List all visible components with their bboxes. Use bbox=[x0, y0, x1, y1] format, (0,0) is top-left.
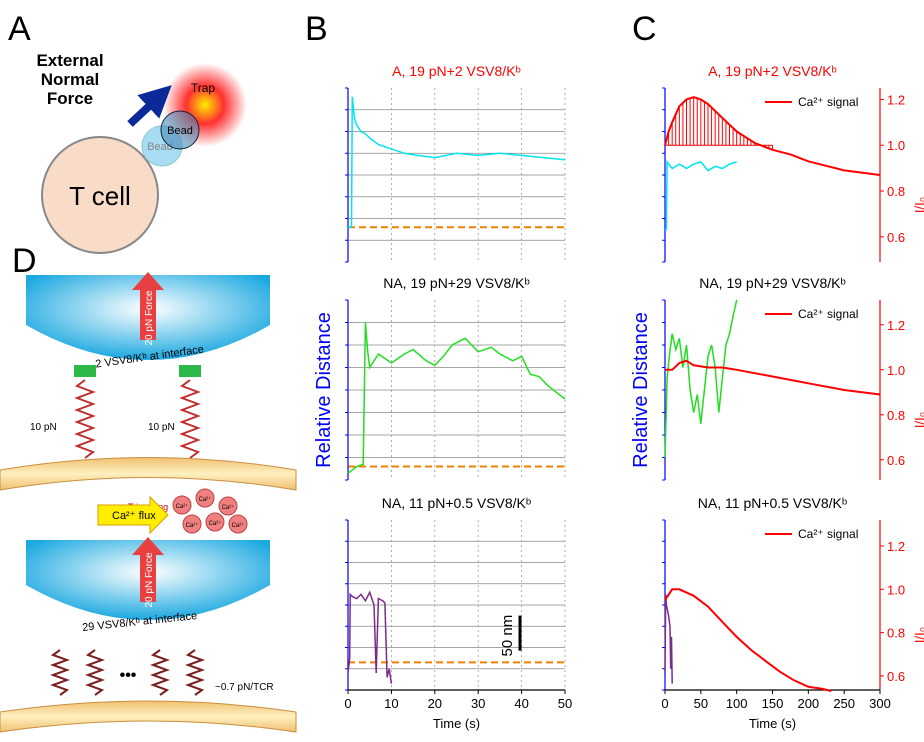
chart-title: NA, 19 pN+29 VSV8/Kᵇ bbox=[383, 275, 530, 291]
legend-label: Ca²⁺ signal bbox=[798, 527, 858, 541]
chart-title: NA, 11 pN+0.5 VSV8/Kᵇ bbox=[382, 495, 531, 511]
ion bbox=[182, 514, 202, 534]
chart-title: A, 19 pN+2 VSV8/Kᵇ bbox=[392, 63, 521, 79]
legend-label: Ca²⁺ signal bbox=[798, 95, 858, 109]
ion bbox=[228, 514, 248, 534]
spring bbox=[74, 379, 96, 459]
x-tick-label: 0 bbox=[344, 696, 351, 711]
label: Ca²⁺ flux bbox=[112, 510, 156, 522]
chart-title: NA, 19 pN+29 VSV8/Kᵇ bbox=[699, 275, 846, 291]
x-tick-label: 50 bbox=[694, 696, 708, 711]
y2-tick-label: 1.0 bbox=[887, 582, 905, 597]
y2-tick-label: 1.0 bbox=[887, 138, 905, 153]
label: 20 pN Force bbox=[144, 290, 155, 345]
legend-label: Ca²⁺ signal bbox=[798, 307, 858, 321]
panel-label: D bbox=[12, 242, 37, 280]
label: External bbox=[36, 51, 103, 70]
x-tick-label: 300 bbox=[869, 696, 891, 711]
bead bbox=[160, 110, 200, 150]
membrane bbox=[0, 700, 297, 733]
x-tick-label: 200 bbox=[797, 696, 819, 711]
x-tick-label: 20 bbox=[428, 696, 442, 711]
arrow bbox=[97, 495, 169, 535]
series-line bbox=[664, 594, 673, 684]
y2-axis-label: I/I₀ bbox=[912, 197, 924, 213]
series-line bbox=[664, 299, 738, 458]
label: Normal bbox=[41, 70, 100, 89]
y-axis-label: Relative Distance bbox=[630, 312, 652, 468]
arrow bbox=[132, 537, 164, 602]
x-tick-label: 40 bbox=[514, 696, 528, 711]
y2-tick-label: 0.6 bbox=[887, 230, 905, 245]
y2-tick-label: 1.2 bbox=[887, 539, 905, 554]
y2-tick-label: 0.8 bbox=[887, 408, 905, 423]
y-axis-label: Relative Distance bbox=[313, 312, 335, 468]
chart-title: A, 19 pN+2 VSV8/Kᵇ bbox=[708, 63, 837, 79]
arrow bbox=[132, 272, 164, 340]
label: 20 pN Force bbox=[144, 552, 155, 607]
label: ••• bbox=[120, 667, 137, 684]
x-tick-label: 50 bbox=[558, 696, 572, 711]
molecule bbox=[74, 365, 96, 377]
x-tick-label: 100 bbox=[726, 696, 748, 711]
x-tick-label: 30 bbox=[471, 696, 485, 711]
x-tick-label: 150 bbox=[762, 696, 784, 711]
y2-axis-label: I/I₀ bbox=[912, 412, 924, 428]
ion bbox=[195, 488, 215, 508]
ion bbox=[218, 496, 238, 516]
membrane bbox=[0, 457, 297, 491]
y2-tick-label: 0.8 bbox=[887, 184, 905, 199]
panel-label: C bbox=[632, 10, 657, 48]
molecule bbox=[179, 365, 201, 377]
panel-label: A bbox=[8, 10, 31, 48]
ion-label: Ca²⁺ bbox=[209, 520, 222, 527]
label: Bead bbox=[167, 125, 193, 137]
series-line bbox=[665, 359, 881, 396]
y2-tick-label: 1.2 bbox=[887, 318, 905, 333]
ion-label: Ca²⁺ bbox=[186, 522, 199, 529]
y2-tick-label: 0.6 bbox=[887, 453, 905, 468]
scale-bar-label: 50 nm bbox=[499, 615, 516, 657]
y2-tick-label: 0.8 bbox=[887, 626, 905, 641]
ion-label: Ca²⁺ bbox=[232, 522, 245, 529]
y2-axis-label: I/I₀ bbox=[912, 627, 924, 643]
cell bbox=[41, 136, 159, 254]
x-tick-label: 250 bbox=[833, 696, 855, 711]
label: ~0.7 pN/TCR bbox=[215, 682, 274, 693]
label: Bead bbox=[147, 141, 173, 153]
label: 10 pN bbox=[30, 422, 57, 433]
panel-label: B bbox=[305, 10, 328, 48]
series-line bbox=[664, 588, 832, 693]
ion bbox=[205, 512, 225, 532]
x-tick-label: 10 bbox=[384, 696, 398, 711]
y2-tick-label: 1.2 bbox=[887, 92, 905, 107]
label: Trap bbox=[191, 81, 216, 95]
x-tick-label: 0 bbox=[661, 696, 668, 711]
ion-label: Ca²⁺ bbox=[176, 503, 189, 510]
label: 10 pN bbox=[148, 422, 175, 433]
ion bbox=[172, 495, 192, 515]
series-line bbox=[347, 322, 566, 474]
x-axis-label: Time (s) bbox=[749, 716, 796, 731]
series-line bbox=[347, 590, 393, 684]
ion-label: Ca²⁺ bbox=[199, 496, 212, 503]
y2-tick-label: 1.0 bbox=[887, 363, 905, 378]
diagram-d: 20 pN Force 2 VSV8/Kᵇ at interface 10 pN… bbox=[0, 272, 297, 733]
y2-tick-label: 0.6 bbox=[887, 669, 905, 684]
springs bbox=[50, 649, 205, 696]
diagram-a: External Normal Force T cell Bead Bead T… bbox=[36, 51, 247, 254]
series-line bbox=[665, 159, 737, 231]
label: Force bbox=[47, 89, 93, 108]
x-axis-label: Time (s) bbox=[433, 716, 480, 731]
chart-title: NA, 11 pN+0.5 VSV8/Kᵇ bbox=[698, 495, 847, 511]
spring bbox=[179, 379, 201, 459]
series-line bbox=[348, 96, 566, 228]
series-line bbox=[664, 96, 881, 176]
ion-label: Ca²⁺ bbox=[222, 504, 235, 511]
ions: Ca²⁺ Ca²⁺ Ca²⁺ Ca²⁺ Ca²⁺ Ca²⁺ bbox=[172, 488, 248, 534]
label: T cell bbox=[69, 181, 131, 211]
arrow bbox=[127, 85, 172, 127]
